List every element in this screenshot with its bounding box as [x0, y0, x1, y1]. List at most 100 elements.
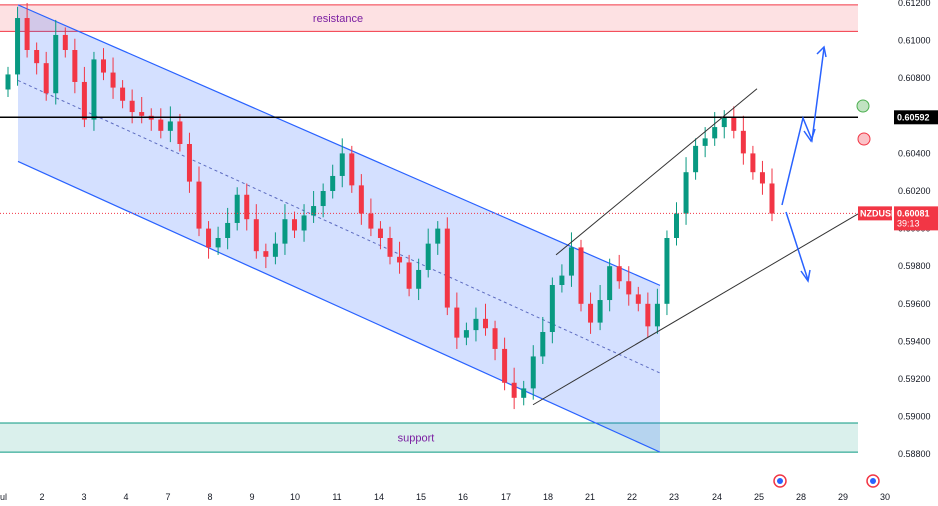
channel-lower-line: [17, 160, 661, 453]
projection-down-arrow: [785, 211, 809, 281]
candle-body: [206, 228, 212, 248]
candle-body: [674, 213, 679, 238]
candle-body: [502, 348, 508, 383]
x-tick-label: 17: [501, 492, 511, 502]
candle-body: [607, 266, 613, 301]
candle-body: [626, 281, 632, 295]
candle-body: [588, 303, 594, 323]
candle-body: [492, 328, 498, 349]
arrowhead-up: [816, 45, 827, 58]
x-tick-label: 11: [332, 492, 341, 502]
red-circle-marker: [857, 132, 871, 146]
candle-body: [53, 34, 59, 94]
channel-upper-line: [17, 4, 661, 286]
arrowhead-down: [800, 269, 811, 283]
candle-body: [511, 382, 517, 398]
level-price-tag-text: 0.60592: [897, 112, 930, 122]
y-tick-label: 0.59800: [898, 261, 931, 271]
x-tick-label: 18: [543, 492, 553, 502]
candle-body: [377, 228, 383, 238]
candle-body: [43, 63, 49, 94]
candle-body: [616, 266, 622, 282]
descending-channel-fill: [18, 4, 660, 453]
candle-body: [435, 228, 441, 244]
candle-body: [225, 222, 231, 238]
candle-body: [5, 74, 11, 90]
candle-body: [120, 87, 126, 101]
candle-body: [731, 117, 737, 131]
resistance-label: resistance: [313, 13, 363, 25]
x-tick-label: 29: [838, 492, 848, 502]
candle-body: [263, 251, 269, 257]
candle-body: [167, 121, 173, 131]
candle-body: [253, 219, 259, 252]
candle-body: [177, 121, 183, 144]
candle-body: [683, 172, 689, 214]
candle-body: [311, 206, 317, 216]
candle-body: [349, 153, 355, 186]
y-tick-label: 0.58800: [898, 449, 931, 459]
candle-body: [597, 300, 603, 323]
candle-body: [234, 194, 240, 223]
candle-body: [416, 269, 422, 289]
candle-body: [740, 130, 746, 154]
candle-body: [110, 72, 116, 88]
event-flag-icon-inner: [870, 478, 876, 484]
candle-body: [368, 213, 374, 229]
candle-body: [272, 243, 278, 257]
y-tick-label: 0.59600: [898, 299, 931, 309]
candle-body: [578, 247, 584, 304]
y-tick-label: 0.59200: [898, 374, 931, 384]
current-price-tag-text: 0.60081: [897, 208, 930, 218]
candle-body: [129, 100, 135, 113]
x-tick-label: 3: [81, 492, 86, 502]
candle-body: [463, 330, 469, 338]
candle-body: [645, 303, 651, 327]
candle-body: [712, 127, 718, 139]
candle-body: [320, 191, 326, 207]
candle-body: [196, 181, 202, 229]
x-tick-label: ul: [0, 492, 7, 502]
candle-body: [158, 119, 164, 131]
candle-body: [186, 144, 192, 182]
candle-body: [693, 145, 699, 173]
candle-body: [664, 238, 670, 304]
green-circle-marker: [856, 99, 870, 113]
candle-body: [654, 303, 660, 327]
current-price-tag: [894, 206, 938, 231]
y-tick-label: 0.61200: [898, 0, 931, 8]
candle-body: [282, 219, 288, 244]
candle-body: [34, 50, 40, 64]
candle-body: [759, 172, 765, 184]
y-tick-label: 0.60200: [898, 186, 931, 196]
support-zone: [0, 422, 858, 453]
candle-body: [139, 112, 145, 116]
x-tick-label: 2: [39, 492, 44, 502]
candle-body: [540, 332, 546, 357]
y-tick-label: 0.60400: [898, 148, 931, 158]
x-tick-label: 10: [290, 492, 300, 502]
arrowhead-mid: [803, 128, 816, 143]
x-tick-label: 25: [754, 492, 764, 502]
x-tick-label: 24: [712, 492, 722, 502]
x-tick-label: 30: [880, 492, 890, 502]
x-tick-label: 8: [207, 492, 212, 502]
y-tick-label: 0.59000: [898, 412, 931, 422]
candle-body: [444, 228, 450, 308]
candle-body: [339, 153, 345, 176]
y-tick-label: 0.61000: [898, 36, 931, 46]
candle-body: [81, 81, 87, 120]
event-flag-icon-inner: [777, 478, 783, 484]
candle-body: [425, 243, 431, 270]
x-tick-label: 7: [165, 492, 170, 502]
candle-body: [397, 256, 403, 263]
x-tick-label: 4: [123, 492, 128, 502]
candle-body: [358, 185, 364, 214]
candle-body: [244, 194, 250, 220]
countdown-text: 39:13: [897, 218, 920, 228]
candle-body: [635, 294, 641, 304]
candle-body: [215, 238, 221, 248]
candle-body: [292, 219, 297, 231]
candle-body: [406, 262, 412, 289]
candle-body: [15, 18, 21, 75]
